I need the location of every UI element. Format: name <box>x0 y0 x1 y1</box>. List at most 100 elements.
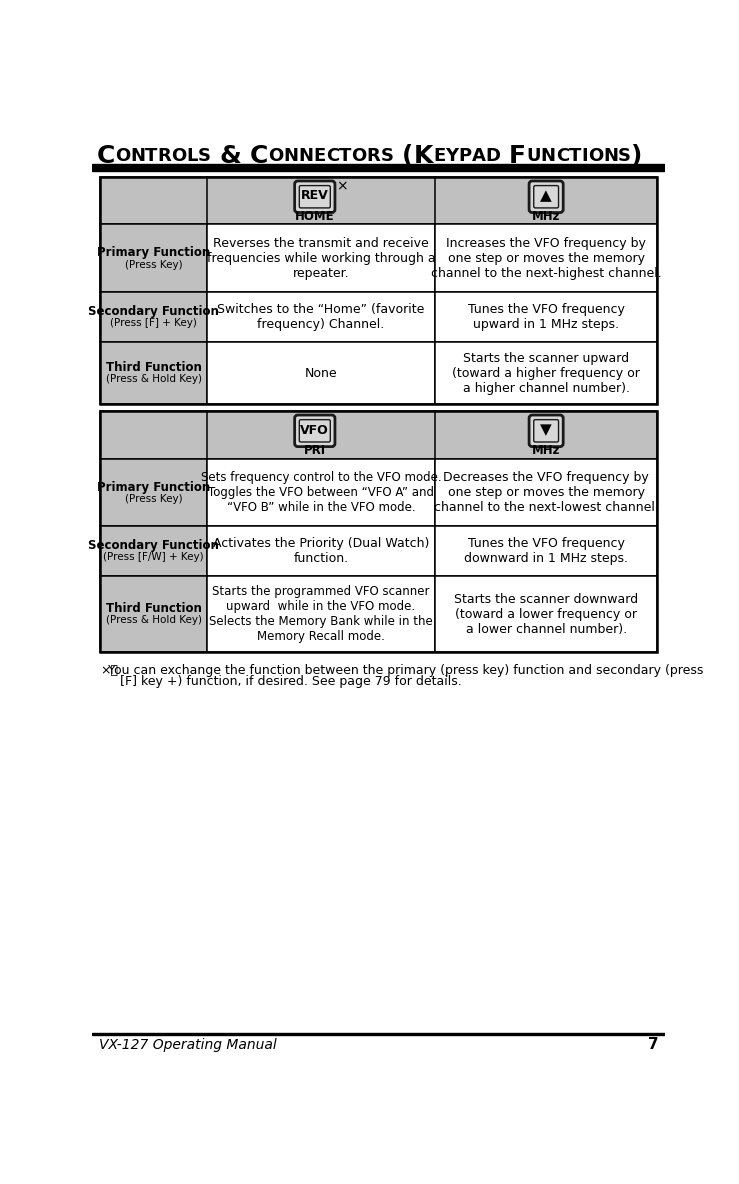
Text: (: ( <box>402 144 414 168</box>
FancyBboxPatch shape <box>529 416 563 446</box>
Bar <box>435 342 658 404</box>
Text: O: O <box>352 147 367 165</box>
Text: S: S <box>198 147 211 165</box>
Text: (Press & Hold Key): (Press & Hold Key) <box>106 374 202 385</box>
Text: Secondary Function: Secondary Function <box>88 305 219 318</box>
Text: Increases the VFO frequency by
one step or moves the memory
channel to the next-: Increases the VFO frequency by one step … <box>431 237 661 279</box>
Text: VFO: VFO <box>301 424 329 437</box>
Bar <box>100 176 658 404</box>
Text: T: T <box>339 147 352 165</box>
Text: Y: Y <box>446 147 458 165</box>
Bar <box>435 527 658 577</box>
Text: N: N <box>299 147 313 165</box>
Text: PRI: PRI <box>304 444 326 457</box>
Text: VX-127 Operating Manual: VX-127 Operating Manual <box>98 1037 276 1051</box>
Bar <box>100 342 207 404</box>
Text: (Press [F/W] + Key): (Press [F/W] + Key) <box>103 553 204 562</box>
Text: ): ) <box>631 144 643 168</box>
FancyBboxPatch shape <box>299 186 330 208</box>
Text: O: O <box>115 147 130 165</box>
Bar <box>100 225 207 292</box>
Text: N: N <box>284 147 299 165</box>
Bar <box>435 577 658 652</box>
FancyBboxPatch shape <box>534 186 559 208</box>
Text: None: None <box>304 367 337 380</box>
Text: Decreases the VFO frequency by
one step or moves the memory
channel to the next-: Decreases the VFO frequency by one step … <box>434 471 658 514</box>
Bar <box>100 176 658 225</box>
Text: E: E <box>313 147 326 165</box>
Text: S: S <box>619 147 631 165</box>
Bar <box>100 577 207 652</box>
Text: T: T <box>145 147 157 165</box>
Text: Tunes the VFO frequency
upward in 1 MHz steps.: Tunes the VFO frequency upward in 1 MHz … <box>468 303 624 332</box>
Text: Sets frequency control to the VFO mode.
Toggles the VFO between “VFO A” and
“VFO: Sets frequency control to the VFO mode. … <box>201 471 441 514</box>
Text: (Press & Hold Key): (Press & Hold Key) <box>106 616 202 625</box>
Text: Primary Function: Primary Function <box>97 481 210 494</box>
Text: C: C <box>250 144 268 168</box>
Bar <box>207 225 435 292</box>
FancyBboxPatch shape <box>295 416 335 446</box>
FancyBboxPatch shape <box>534 419 559 442</box>
Text: O: O <box>171 147 186 165</box>
Text: C: C <box>96 144 115 168</box>
Text: Tunes the VFO frequency
downward in 1 MHz steps.: Tunes the VFO frequency downward in 1 MH… <box>464 538 628 565</box>
FancyBboxPatch shape <box>299 419 330 442</box>
Text: Starts the scanner upward
(toward a higher frequency or
a higher channel number): Starts the scanner upward (toward a high… <box>452 352 640 394</box>
Bar <box>100 458 207 527</box>
Text: [F] key +) function, if desired. See page 79 for details.: [F] key +) function, if desired. See pag… <box>100 675 462 688</box>
Text: C: C <box>326 147 339 165</box>
Bar <box>92 1032 665 1035</box>
Text: P: P <box>458 147 471 165</box>
Bar <box>207 342 435 404</box>
Text: R: R <box>157 147 171 165</box>
Text: S: S <box>381 147 394 165</box>
Text: MHz: MHz <box>532 444 560 457</box>
Text: Reverses the transmit and receive
frequencies while working through a
repeater.: Reverses the transmit and receive freque… <box>207 237 435 279</box>
Text: L: L <box>186 147 198 165</box>
Bar <box>207 458 435 527</box>
FancyBboxPatch shape <box>295 181 335 213</box>
Text: You can exchange the function between the primary (press key) function and secon: You can exchange the function between th… <box>100 664 704 677</box>
Bar <box>207 527 435 577</box>
FancyBboxPatch shape <box>529 181 563 213</box>
Bar <box>435 458 658 527</box>
Text: Primary Function: Primary Function <box>97 246 210 259</box>
Bar <box>435 225 658 292</box>
Bar <box>100 527 207 577</box>
Text: U: U <box>526 147 541 165</box>
Text: K: K <box>414 144 433 168</box>
Text: (Press Key): (Press Key) <box>125 259 183 270</box>
Text: (Press Key): (Press Key) <box>125 494 183 503</box>
Text: Third Function: Third Function <box>106 361 202 374</box>
Bar <box>100 411 658 652</box>
Text: A: A <box>471 147 486 165</box>
Text: &: & <box>219 144 242 168</box>
Text: REV: REV <box>301 189 329 202</box>
Text: Activates the Priority (Dual Watch)
function.: Activates the Priority (Dual Watch) func… <box>213 538 429 565</box>
Bar <box>207 292 435 342</box>
Text: E: E <box>433 147 446 165</box>
Text: T: T <box>569 147 582 165</box>
Text: HOME: HOME <box>295 211 335 224</box>
Text: C: C <box>556 147 569 165</box>
Bar <box>435 292 658 342</box>
Text: O: O <box>588 147 603 165</box>
Text: ▼: ▼ <box>540 423 552 438</box>
Text: Third Function: Third Function <box>106 603 202 616</box>
Text: ▲: ▲ <box>540 188 552 204</box>
Text: I: I <box>582 147 588 165</box>
Text: D: D <box>486 147 500 165</box>
Text: (Press [F] + Key): (Press [F] + Key) <box>110 318 197 328</box>
Text: Starts the scanner downward
(toward a lower frequency or
a lower channel number): Starts the scanner downward (toward a lo… <box>454 592 638 636</box>
Text: F: F <box>509 144 526 168</box>
Text: O: O <box>268 147 284 165</box>
Text: ×：: ×： <box>100 664 118 677</box>
Text: N: N <box>130 147 145 165</box>
Text: MHz: MHz <box>532 211 560 224</box>
Text: Switches to the “Home” (favorite
frequency) Channel.: Switches to the “Home” (favorite frequen… <box>217 303 425 332</box>
Text: R: R <box>367 147 381 165</box>
Bar <box>92 165 665 170</box>
Text: N: N <box>541 147 556 165</box>
Text: Secondary Function: Secondary Function <box>88 540 219 553</box>
Bar <box>207 577 435 652</box>
